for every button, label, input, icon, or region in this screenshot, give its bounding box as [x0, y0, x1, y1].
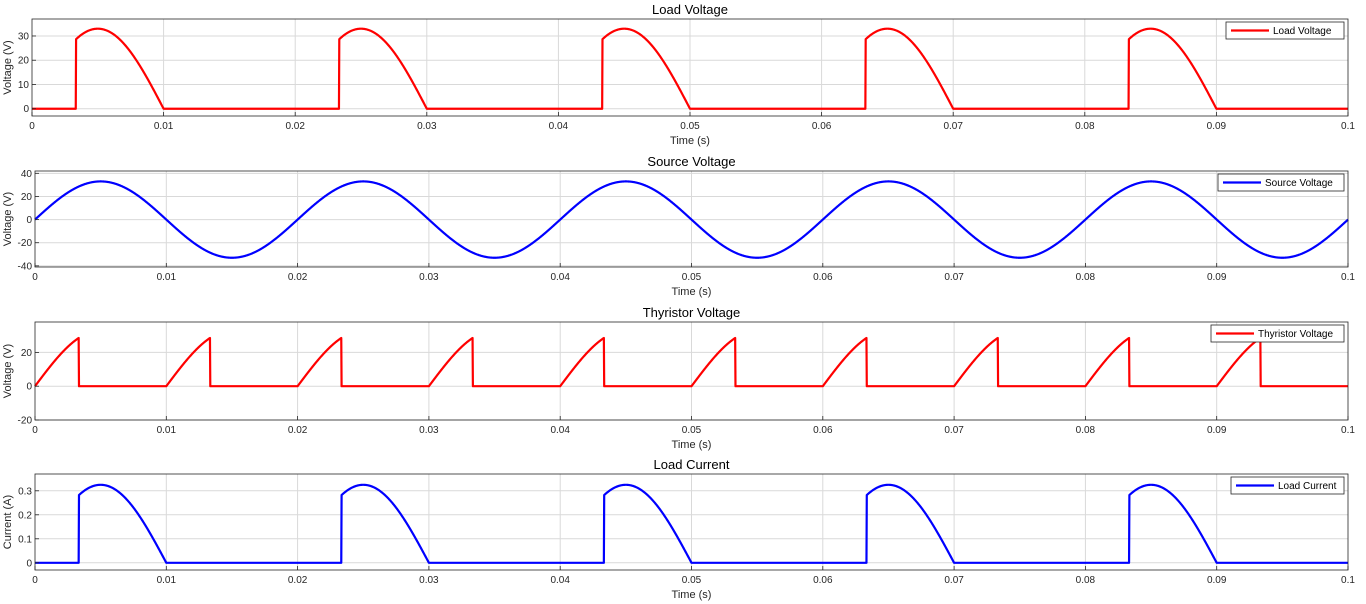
legend: Load Current	[1230, 476, 1345, 495]
series-line-1	[31, 27, 1349, 110]
x-tick-label: 0.08	[1076, 575, 1096, 586]
x-tick-label: 0.04	[550, 425, 570, 436]
y-tick-label: 0	[26, 215, 32, 226]
legend-label: Load Current	[1278, 481, 1337, 492]
x-tick-label: 0.09	[1207, 272, 1227, 283]
subplot-title: Source Voltage	[647, 154, 735, 169]
subplot-4: 0 0.01 0.02 0.03 0.04 0.05 0.06 0.07 0.08 0.09 0.1…	[2, 457, 1355, 601]
subplot-title: Load Voltage	[652, 2, 728, 17]
x-tick-label: 0.03	[419, 272, 439, 283]
subplot-3: 0 0.01 0.02 0.03 0.04 0.05 0.06 0.07 0.08 0.09 0.1…	[2, 305, 1355, 451]
x-tick-label: 0.05	[682, 575, 702, 586]
x-tick-label: 0.07	[944, 425, 964, 436]
x-tick-label: 0.01	[154, 121, 174, 132]
x-tick-label: 0.03	[417, 121, 437, 132]
x-tick-label: 0.07	[943, 121, 963, 132]
x-tick-label: 0.04	[550, 575, 570, 586]
series-line-1	[34, 336, 1349, 388]
y-tick-label: 20	[18, 56, 30, 67]
subplot-title: Thyristor Voltage	[643, 305, 741, 320]
x-tick-label: 0.06	[812, 121, 832, 132]
x-tick-label: 0.02	[285, 121, 305, 132]
x-tick-label: 0.03	[419, 575, 439, 586]
y-tick-label: -40	[18, 261, 33, 272]
y-tick-label: 10	[18, 80, 30, 91]
x-tick-label: 0.05	[680, 121, 700, 132]
x-tick-label: 0.08	[1076, 425, 1096, 436]
legend-box	[1210, 324, 1345, 343]
legend-box	[1230, 476, 1345, 495]
x-tick-label: 0.1	[1341, 121, 1355, 132]
subplot-1: 0 0.01 0.02 0.03 0.04 0.05 0.06 0.07 0.08 0.09 0.1…	[2, 2, 1355, 147]
x-tick-label: 0.08	[1076, 272, 1096, 283]
x-tick-label: 0.06	[813, 272, 833, 283]
legend: Load Voltage	[1225, 21, 1345, 40]
x-tick-label: 0.02	[288, 575, 308, 586]
x-tick-label: 0.09	[1207, 121, 1227, 132]
x-tick-label: 0	[32, 425, 38, 436]
y-tick-label: 0	[23, 104, 29, 115]
x-axis-label: Time (s)	[672, 589, 712, 601]
x-tick-label: 0.01	[157, 575, 177, 586]
series-line-1	[34, 180, 1349, 259]
y-axis-label: Voltage (V)	[2, 40, 14, 94]
x-axis-label: Time (s)	[672, 286, 712, 298]
x-tick-label: 0	[32, 272, 38, 283]
x-tick-label: 0	[32, 575, 38, 586]
x-axis-label: Time (s)	[670, 135, 710, 147]
subplot-2: 0 0.01 0.02 0.03 0.04 0.05 0.06 0.07 0.08 0.09 0.1…	[2, 154, 1355, 298]
y-tick-label: 0.1	[18, 534, 32, 545]
x-tick-label: 0.1	[1341, 272, 1355, 283]
x-tick-label: 0.06	[813, 425, 833, 436]
x-tick-label: 0.08	[1075, 121, 1095, 132]
y-tick-label: 0	[26, 382, 32, 393]
y-tick-label: 40	[21, 169, 33, 180]
x-tick-label: 0.09	[1207, 425, 1227, 436]
x-tick-label: 0.05	[682, 425, 702, 436]
y-tick-label: 30	[18, 31, 30, 42]
legend: Source Voltage	[1217, 173, 1345, 192]
y-tick-label: -20	[18, 238, 33, 249]
series-line-1	[34, 483, 1349, 564]
x-tick-label: 0.06	[813, 575, 833, 586]
y-axis-label: Voltage (V)	[2, 192, 14, 246]
x-tick-label: 0.1	[1341, 425, 1355, 436]
legend-box	[1225, 21, 1345, 40]
x-tick-label: 0.02	[288, 425, 308, 436]
y-tick-label: 0.2	[18, 510, 32, 521]
x-tick-label: 0.04	[550, 272, 570, 283]
x-tick-label: 0.05	[682, 272, 702, 283]
legend-label: Source Voltage	[1265, 178, 1333, 189]
x-tick-label: 0.09	[1207, 575, 1227, 586]
x-tick-label: 0.07	[944, 575, 964, 586]
legend-box	[1217, 173, 1345, 192]
y-axis-label: Current (A)	[2, 495, 14, 549]
legend-label: Thyristor Voltage	[1258, 329, 1333, 340]
legend: Thyristor Voltage	[1210, 324, 1345, 343]
y-axis-label: Voltage (V)	[2, 344, 14, 398]
x-axis-label: Time (s)	[672, 439, 712, 451]
y-tick-label: -20	[18, 416, 33, 427]
y-tick-label: 20	[21, 192, 33, 203]
x-tick-label: 0.01	[157, 425, 177, 436]
x-tick-label: 0.04	[549, 121, 569, 132]
legend-label: Load Voltage	[1273, 26, 1332, 37]
x-tick-label: 0.1	[1341, 575, 1355, 586]
x-tick-label: 0.07	[944, 272, 964, 283]
y-tick-label: 0.3	[18, 486, 32, 497]
subplot-title: Load Current	[654, 457, 730, 472]
y-tick-label: 20	[21, 348, 33, 359]
x-tick-label: 0.03	[419, 425, 439, 436]
y-tick-label: 0	[26, 558, 32, 569]
x-tick-label: 0.01	[157, 272, 177, 283]
x-tick-label: 0	[29, 121, 35, 132]
x-tick-label: 0.02	[288, 272, 308, 283]
